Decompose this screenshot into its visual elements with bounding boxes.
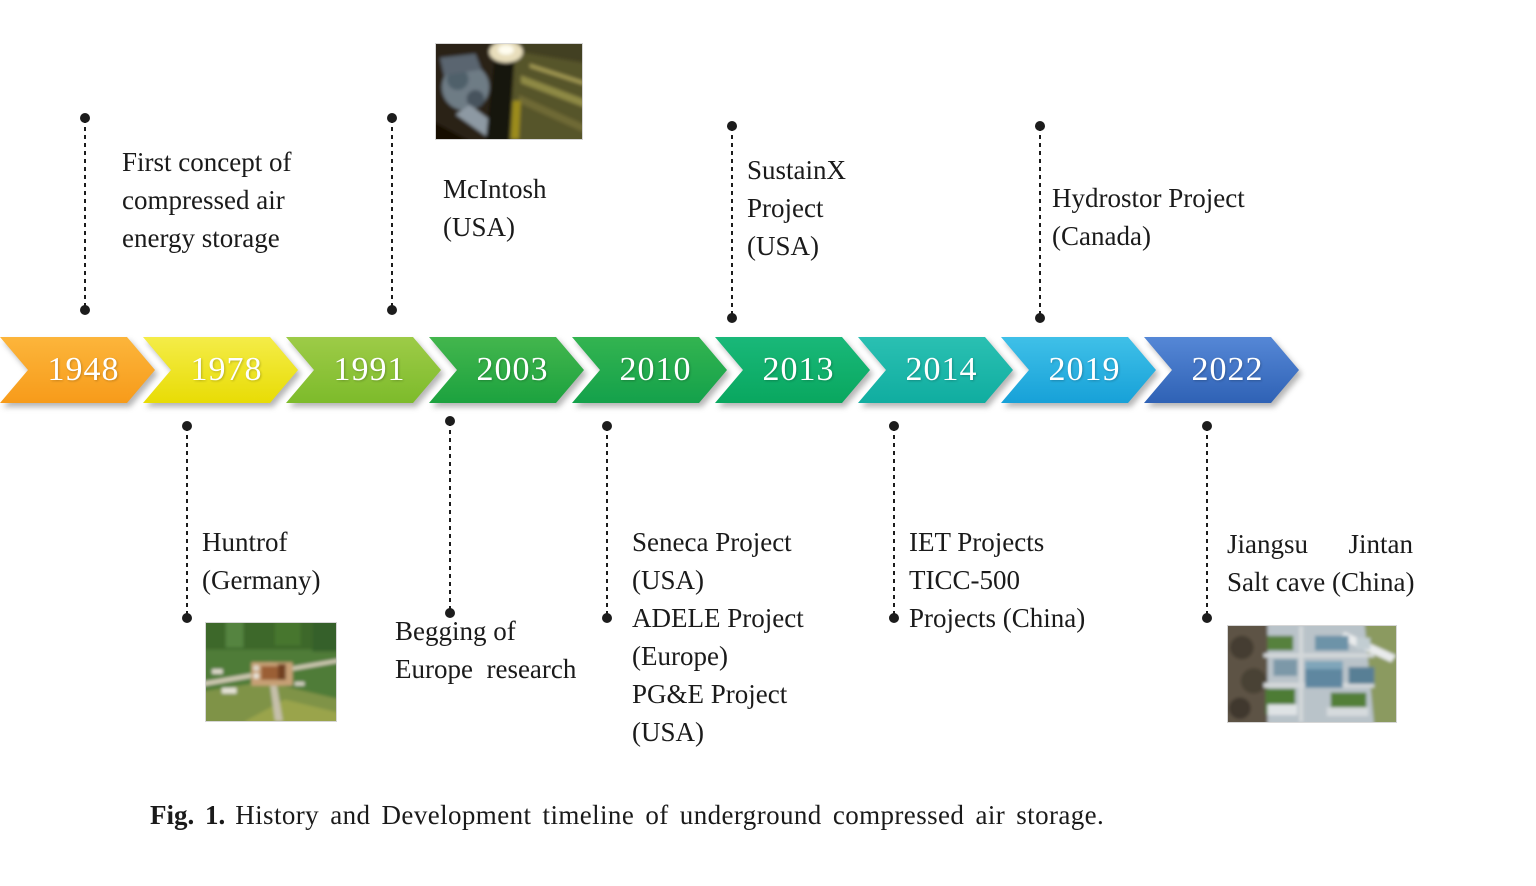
connector-line	[606, 427, 608, 617]
timeline-chevron-1948: 1948	[0, 337, 155, 403]
timeline-chevron-1991: 1991	[286, 337, 441, 403]
year-label-2003: 2003	[429, 337, 584, 403]
connector-dot	[727, 313, 737, 323]
year-label-1978: 1978	[143, 337, 298, 403]
year-label-1948: 1948	[0, 337, 155, 403]
connector-dot	[1035, 313, 1045, 323]
year-label-2013: 2013	[715, 337, 870, 403]
year-label-2010: 2010	[572, 337, 727, 403]
connector-line	[186, 427, 188, 617]
timeline-chevron-2003: 2003	[429, 337, 584, 403]
connector-dot	[602, 421, 612, 431]
year-label-2022: 2022	[1144, 337, 1299, 403]
connector-2013	[727, 121, 737, 323]
connector-dot	[182, 613, 192, 623]
event-label-mcintosh: McIntosh (USA)	[443, 174, 547, 242]
connector-line	[84, 119, 86, 309]
connector-1978	[182, 421, 192, 623]
connector-dot	[1202, 613, 1212, 623]
connector-line	[391, 119, 393, 309]
connector-dot	[727, 121, 737, 131]
jintan-aerial-photo	[1227, 625, 1397, 723]
connector-dot	[387, 113, 397, 123]
event-label-seneca-adele-pge: Seneca Project (USA) ADELE Project (Euro…	[632, 527, 804, 747]
figure-caption-label: Fig. 1.	[150, 800, 226, 830]
connector-dot	[387, 305, 397, 315]
year-label-1991: 1991	[286, 337, 441, 403]
timeline-chevron-1978: 1978	[143, 337, 298, 403]
mcintosh-photo-illustration	[436, 44, 582, 139]
connector-dot	[80, 305, 90, 315]
connector-1991	[387, 113, 397, 315]
event-label-jiangsu-jintan: Jiangsu Jintan Salt cave (China)	[1227, 529, 1415, 597]
connector-dot	[1035, 121, 1045, 131]
huntorf-aerial-photo	[205, 622, 337, 722]
connector-2022	[1202, 421, 1212, 623]
connector-dot	[889, 421, 899, 431]
mcintosh-plant-photo	[435, 43, 583, 140]
figure-caption: Fig. 1. History and Development timeline …	[150, 800, 1104, 831]
event-label-begging-europe: Begging of Europe research	[395, 616, 577, 684]
connector-dot	[889, 613, 899, 623]
connector-2003	[445, 416, 455, 618]
connector-dot	[602, 613, 612, 623]
huntorf-photo-illustration	[206, 623, 336, 721]
connector-2010	[602, 421, 612, 623]
event-label-first-concept: First concept of compressed air energy s…	[122, 147, 292, 253]
connector-line	[1206, 427, 1208, 617]
connector-dot	[182, 421, 192, 431]
connector-line	[731, 127, 733, 317]
jintan-photo-illustration	[1228, 626, 1396, 722]
timeline-chevron-2022: 2022	[1144, 337, 1299, 403]
event-label-iet-ticc: IET Projects TICC-500 Projects (China)	[909, 527, 1086, 633]
event-label-huntrof: Huntrof (Germany)	[202, 527, 321, 595]
connector-1948	[80, 113, 90, 315]
timeline-chevron-2019: 2019	[1001, 337, 1156, 403]
timeline-chevron-2010: 2010	[572, 337, 727, 403]
timeline-chevron-2013: 2013	[715, 337, 870, 403]
connector-dot	[445, 608, 455, 618]
figure-caption-text: History and Development timeline of unde…	[235, 800, 1105, 830]
connector-line	[1039, 127, 1041, 317]
connector-dot	[445, 416, 455, 426]
connector-dot	[1202, 421, 1212, 431]
connector-dot	[80, 113, 90, 123]
connector-2019	[1035, 121, 1045, 323]
event-label-sustainx: SustainX Project (USA)	[747, 155, 847, 261]
timeline-chevron-2014: 2014	[858, 337, 1013, 403]
connector-line	[893, 427, 895, 617]
year-label-2019: 2019	[1001, 337, 1156, 403]
connector-line	[449, 422, 451, 612]
year-label-2014: 2014	[858, 337, 1013, 403]
event-label-hydrostor: Hydrostor Project (Canada)	[1052, 183, 1245, 251]
connector-2014	[889, 421, 899, 623]
